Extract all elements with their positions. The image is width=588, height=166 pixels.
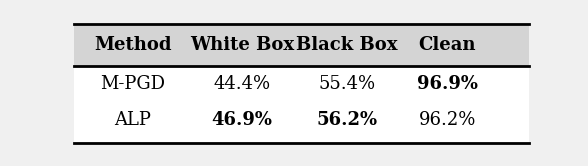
Text: 96.2%: 96.2% bbox=[419, 111, 476, 129]
Text: Black Box: Black Box bbox=[296, 37, 397, 54]
Text: ALP: ALP bbox=[114, 111, 151, 129]
Text: Method: Method bbox=[94, 37, 172, 54]
Text: 96.9%: 96.9% bbox=[417, 75, 477, 93]
Text: 56.2%: 56.2% bbox=[316, 111, 377, 129]
Text: M-PGD: M-PGD bbox=[100, 75, 165, 93]
Text: 46.9%: 46.9% bbox=[212, 111, 273, 129]
Bar bbox=[74, 24, 529, 66]
Text: 55.4%: 55.4% bbox=[318, 75, 376, 93]
Text: 44.4%: 44.4% bbox=[213, 75, 270, 93]
Text: White Box: White Box bbox=[190, 37, 294, 54]
Text: Clean: Clean bbox=[419, 37, 476, 54]
Bar bbox=[74, 66, 529, 143]
